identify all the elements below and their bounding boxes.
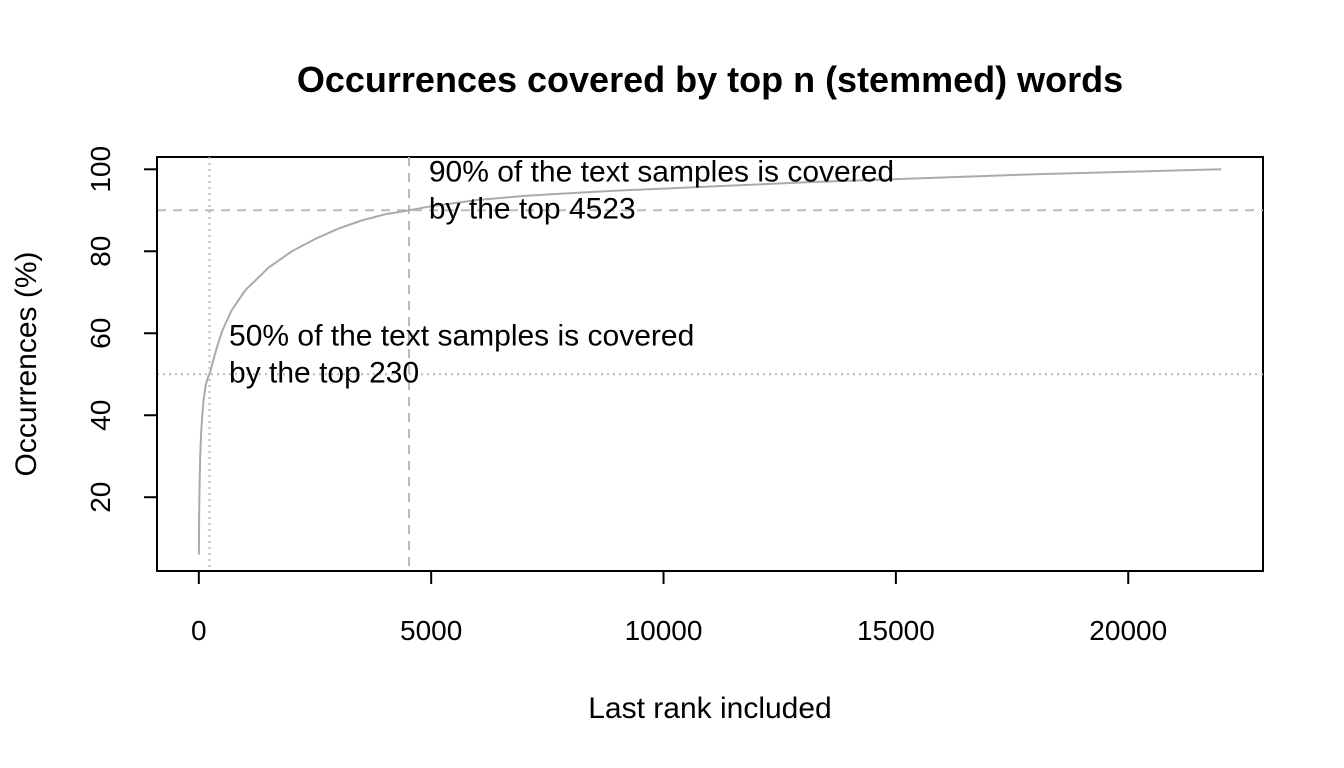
y-axis: 20 40 60 80 100 [85,146,158,513]
x-tick-label-20000: 20000 [1089,615,1167,646]
annotation-50-line-1: 50% of the text samples is covered [229,320,694,353]
y-tick-label-20: 20 [85,482,116,513]
plot-area: 50% of the text samples is covered by the… [156,156,1264,572]
reference-lines [157,157,1263,571]
y-tick-label-100: 100 [85,146,116,193]
annotations: 50% of the text samples is covered by the… [229,156,894,390]
annotation-90-line-2: by the top 4523 [429,193,636,226]
annotation-50: 50% of the text samples is covered by the… [229,320,694,390]
y-tick-label-80: 80 [85,236,116,267]
x-axis: 0 5000 10000 15000 20000 [191,570,1167,646]
y-tick-label-60: 60 [85,318,116,349]
x-tick-label-10000: 10000 [625,615,703,646]
annotation-90-line-1: 90% of the text samples is covered [429,156,894,189]
x-axis-title: Last rank included [588,692,832,725]
y-tick-label-40: 40 [85,400,116,431]
x-tick-label-15000: 15000 [857,615,935,646]
x-tick-label-5000: 5000 [400,615,462,646]
x-tick-label-0: 0 [191,615,207,646]
coverage-curve [197,168,1222,555]
y-axis-title: Occurrences (%) [10,251,43,476]
annotation-50-line-2: by the top 230 [229,357,419,390]
chart-title: Occurrences covered by top n (stemmed) w… [297,59,1123,100]
annotation-90: 90% of the text samples is covered by the… [429,156,894,226]
